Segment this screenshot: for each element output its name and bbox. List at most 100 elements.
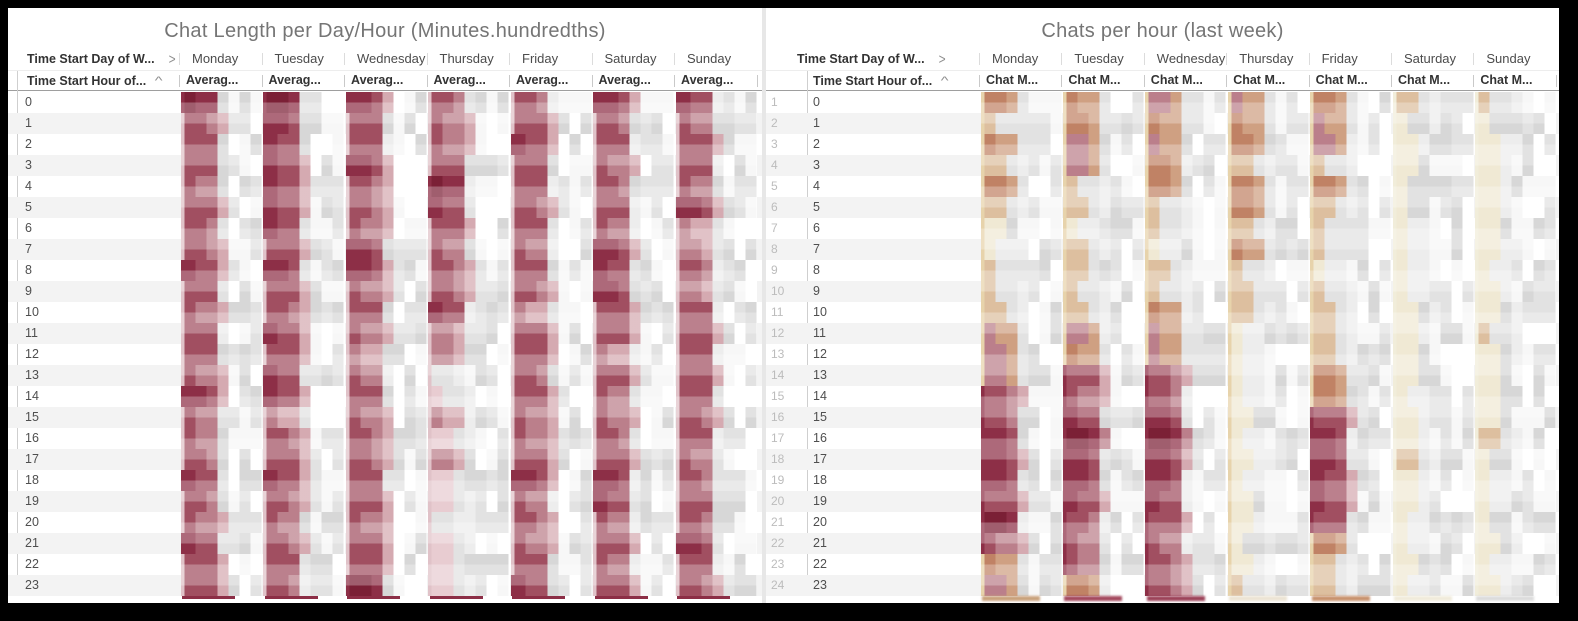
heatmap-cell[interactable] (1310, 218, 1392, 239)
heatmap-cell[interactable] (428, 302, 510, 323)
heatmap-cell[interactable] (1227, 155, 1310, 176)
heatmap-cell[interactable] (980, 575, 1062, 596)
heatmap-cell[interactable] (1062, 428, 1145, 449)
heatmap-cell[interactable] (1474, 365, 1557, 386)
heatmap-cell[interactable] (1310, 92, 1392, 113)
day-column-header[interactable]: Thursday (1239, 51, 1294, 66)
hour-row-label[interactable]: 14 (813, 389, 827, 403)
day-column-header[interactable]: Tuesday (274, 51, 324, 66)
heatmap-cell[interactable] (1392, 470, 1474, 491)
heatmap-cell[interactable] (1310, 281, 1392, 302)
heatmap-cell[interactable] (980, 302, 1062, 323)
heatmap-cell[interactable] (345, 218, 427, 239)
heatmap-cell[interactable] (263, 554, 345, 575)
heatmap-cell[interactable] (1145, 533, 1227, 554)
heatmap-cell[interactable] (1145, 386, 1227, 407)
heatmap-cell[interactable] (1062, 365, 1145, 386)
heatmap-cell[interactable] (345, 92, 427, 113)
heatmap-cell[interactable] (1062, 533, 1145, 554)
day-column-header[interactable]: Thursday (439, 51, 494, 66)
heatmap-cell[interactable] (263, 134, 345, 155)
heatmap-cell[interactable] (1062, 449, 1145, 470)
hour-row-label[interactable]: 16 (25, 431, 39, 445)
hour-row-label[interactable]: 16 (813, 431, 827, 445)
heatmap-cell[interactable] (428, 239, 510, 260)
heatmap-cell[interactable] (593, 92, 675, 113)
heatmap-cell[interactable] (593, 491, 675, 512)
heatmap-cell[interactable] (980, 554, 1062, 575)
heatmap-cell[interactable] (980, 365, 1062, 386)
hour-row-label[interactable]: 15 (813, 410, 827, 424)
heatmap-cell[interactable] (1062, 218, 1145, 239)
heatmap-cell[interactable] (1227, 386, 1310, 407)
heatmap-cell[interactable] (180, 113, 262, 134)
heatmap-cell[interactable] (1474, 512, 1557, 533)
heatmap-cell[interactable] (263, 260, 345, 281)
heatmap-cell[interactable] (980, 323, 1062, 344)
heatmap-cell[interactable] (263, 302, 345, 323)
heatmap-cell[interactable] (428, 428, 510, 449)
heatmap-cell[interactable] (345, 239, 427, 260)
day-column-header[interactable]: Monday (992, 51, 1039, 66)
heatmap-cell[interactable] (1474, 449, 1557, 470)
heatmap-cell[interactable] (1227, 512, 1310, 533)
heatmap-cell[interactable] (1310, 260, 1392, 281)
heatmap-cell[interactable] (510, 344, 592, 365)
heatmap-cell[interactable] (345, 512, 427, 533)
hour-row-label[interactable]: 12 (25, 347, 39, 361)
measure-column-header[interactable]: Chat M... (1398, 73, 1451, 87)
heatmap-cell[interactable] (180, 323, 262, 344)
heatmap-cell[interactable] (1474, 554, 1557, 575)
heatmap-cell[interactable] (1062, 176, 1145, 197)
hour-row-label[interactable]: 23 (813, 578, 827, 592)
heatmap-cell[interactable] (345, 386, 427, 407)
heatmap-cell[interactable] (180, 365, 262, 386)
hour-row-label[interactable]: 19 (25, 494, 39, 508)
hour-row-label[interactable]: 20 (813, 515, 827, 529)
hour-row-label[interactable]: 11 (25, 326, 38, 340)
heatmap-cell[interactable] (510, 407, 592, 428)
heatmap-cell[interactable] (1392, 260, 1474, 281)
heatmap-cell[interactable] (510, 554, 592, 575)
heatmap-cell[interactable] (675, 554, 757, 575)
heatmap-cell[interactable] (593, 176, 675, 197)
heatmap-cell[interactable] (263, 197, 345, 218)
heatmap-cell[interactable] (1310, 365, 1392, 386)
heatmap-cell[interactable] (1145, 92, 1227, 113)
heatmap-cell[interactable] (345, 407, 427, 428)
heatmap-cell[interactable] (980, 428, 1062, 449)
heatmap-cell[interactable] (675, 512, 757, 533)
heatmap-cell[interactable] (980, 281, 1062, 302)
heatmap-cell[interactable] (1227, 197, 1310, 218)
heatmap-cell[interactable] (180, 449, 262, 470)
hour-row-label[interactable]: 19 (813, 494, 827, 508)
heatmap-cell[interactable] (593, 386, 675, 407)
heatmap-cell[interactable] (1062, 134, 1145, 155)
heatmap-cell[interactable] (1227, 218, 1310, 239)
heatmap-cell[interactable] (180, 407, 262, 428)
heatmap-cell[interactable] (593, 302, 675, 323)
hour-row-label[interactable]: 7 (25, 242, 32, 256)
heatmap-cell[interactable] (675, 197, 757, 218)
heatmap-cell[interactable] (180, 554, 262, 575)
heatmap-cell[interactable] (1310, 344, 1392, 365)
measure-column-header[interactable]: Averag... (186, 73, 239, 87)
heatmap-cell[interactable] (675, 533, 757, 554)
heatmap-cell[interactable] (1310, 386, 1392, 407)
heatmap-cell[interactable] (428, 92, 510, 113)
chevron-right-icon[interactable]: > (168, 50, 176, 68)
heatmap-cell[interactable] (1145, 365, 1227, 386)
row-field-header[interactable]: Time Start Hour of... ^ (27, 71, 163, 91)
hour-row-label[interactable]: 1 (813, 116, 820, 130)
caret-up-icon[interactable]: ^ (154, 75, 163, 87)
day-column-header[interactable]: Monday (192, 51, 239, 66)
heatmap-cell[interactable] (675, 113, 757, 134)
heatmap-cell[interactable] (345, 491, 427, 512)
heatmap-cell[interactable] (675, 323, 757, 344)
heatmap-cell[interactable] (593, 533, 675, 554)
heatmap-cell[interactable] (593, 470, 675, 491)
heatmap-cell[interactable] (345, 554, 427, 575)
heatmap-cell[interactable] (675, 281, 757, 302)
heatmap-cell[interactable] (1392, 323, 1474, 344)
heatmap-cell[interactable] (180, 302, 262, 323)
